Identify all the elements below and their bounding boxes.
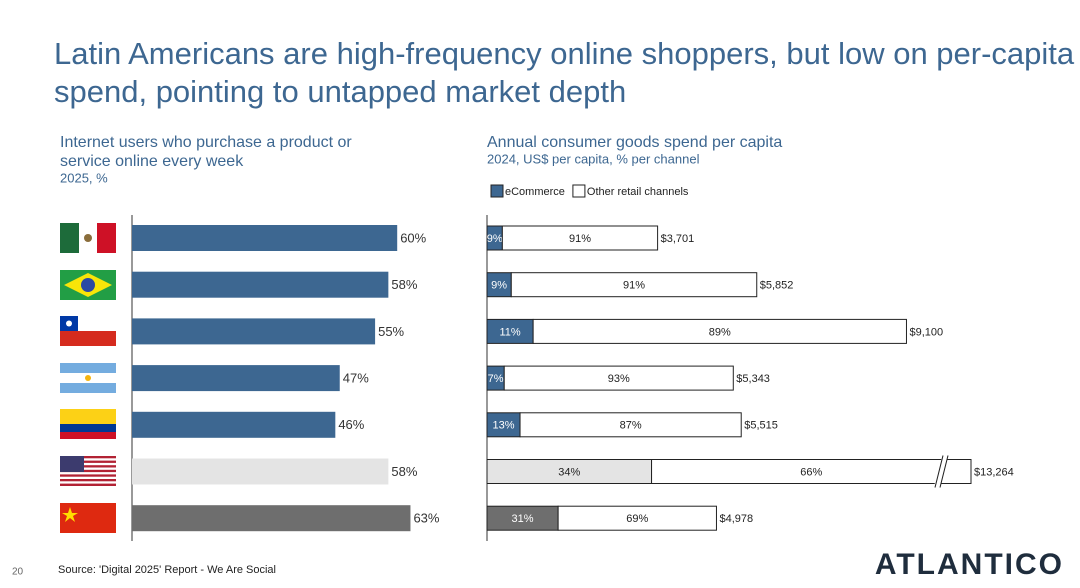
bar-segment: [532, 318, 907, 344]
total-label: $9,100: [909, 326, 943, 338]
total-label: $3,701: [661, 233, 695, 245]
value-label: 47%: [343, 371, 369, 386]
page-number: 20: [12, 567, 24, 578]
bar-segment: [501, 225, 659, 251]
legend-swatch: [572, 184, 586, 198]
bar: [132, 271, 389, 298]
segment-label: 87%: [620, 420, 642, 432]
chart-subtitle: 2024, US$ per capita, % per channel: [487, 151, 700, 166]
legend-swatch: [490, 184, 504, 198]
total-label: $5,852: [760, 280, 794, 292]
bar-segment: [510, 272, 758, 298]
total-label: $13,264: [974, 466, 1014, 478]
chart-title: Annual consumer goods spend per capita: [487, 134, 782, 151]
segment-label: 91%: [569, 233, 591, 245]
segment-label: 7%: [488, 373, 504, 385]
bar-segment: [651, 459, 972, 484]
bar: [132, 458, 389, 485]
segment-label: 13%: [493, 420, 515, 432]
slide-title-line: spend, pointing to untapped market depth: [54, 74, 626, 109]
logo: ATLANTICO: [875, 548, 1064, 581]
segment-label: 89%: [709, 326, 731, 338]
total-label: $5,515: [744, 420, 778, 432]
value-label: 63%: [413, 511, 439, 526]
total-label: $5,343: [736, 373, 770, 385]
segment-label: 11%: [499, 326, 520, 338]
value-label: 46%: [338, 417, 364, 432]
axis-break: [939, 455, 949, 488]
bar: [132, 411, 336, 438]
segment-label: 34%: [558, 466, 580, 478]
bar-segment: [486, 459, 653, 484]
legend-label: Other retail channels: [587, 186, 689, 198]
segment-label: 91%: [623, 280, 645, 292]
total-label: $4,978: [719, 513, 753, 525]
bar-segment: [519, 412, 742, 438]
segment-label: 31%: [512, 513, 534, 525]
segment-label: 9%: [491, 280, 507, 292]
value-label: 58%: [391, 277, 417, 292]
segment-label: 66%: [800, 466, 822, 478]
bar: [132, 318, 376, 345]
flags: [60, 223, 116, 533]
legend-label: eCommerce: [505, 186, 565, 198]
chart-subtitle: 2025, %: [60, 170, 108, 185]
slide-title: Latin Americans are high-frequency onlin…: [54, 36, 1075, 71]
bar-segment: [486, 505, 559, 531]
chart-title: Internet users who purchase a product or…: [60, 134, 352, 170]
segment-label: 9%: [487, 233, 503, 245]
axis-break: [934, 455, 944, 488]
value-label: 60%: [400, 230, 426, 245]
bar-segment: [503, 365, 734, 391]
bar: [132, 505, 411, 532]
source: Source: 'Digital 2025' Report - We Are S…: [58, 564, 276, 576]
bar-segment: [557, 505, 717, 531]
segment-label: 69%: [626, 513, 648, 525]
segment-label: 93%: [608, 373, 630, 385]
value-label: 58%: [391, 464, 417, 479]
bar: [132, 225, 398, 251]
bar: [132, 365, 340, 392]
value-label: 55%: [378, 324, 404, 339]
